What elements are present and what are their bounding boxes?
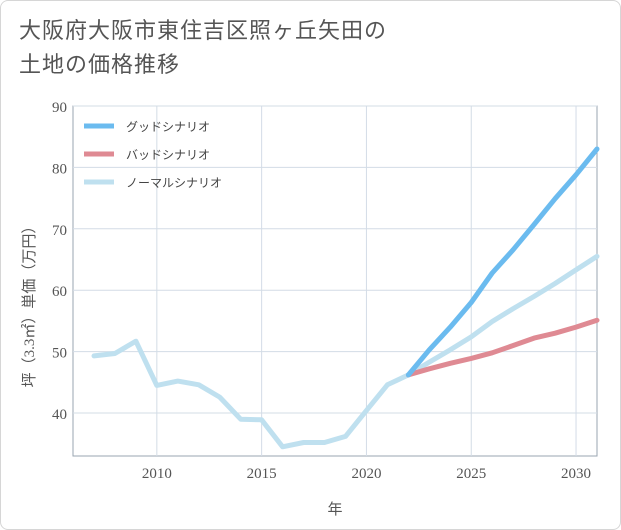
series-line-bad xyxy=(405,317,600,378)
x-tick-label: 2010 xyxy=(142,466,172,482)
series-line-good xyxy=(405,146,600,378)
grid xyxy=(73,105,597,456)
legend-label: ノーマルシナリオ xyxy=(126,176,222,190)
y-tick-label: 60 xyxy=(52,284,67,300)
series-group xyxy=(91,146,600,450)
y-tick-label: 90 xyxy=(52,100,67,116)
y-tick-label: 50 xyxy=(52,346,67,362)
y-tick-label: 80 xyxy=(52,161,67,177)
x-tick-label: 2015 xyxy=(247,466,277,482)
plot-area xyxy=(72,105,598,457)
chart-title-line-2: 土地の価格推移 xyxy=(19,53,181,78)
legend-label: バッドシナリオ xyxy=(126,148,210,162)
y-axis-label: 坪（3.3㎡）単価（万円） xyxy=(21,219,38,388)
x-tick-label: 2020 xyxy=(351,466,381,482)
chart-title: 大阪府大阪市東住吉区照ヶ丘矢田の 土地の価格推移 xyxy=(19,15,579,83)
tick-labels: 40 50 60 70 80 90 2010 2015 2020 2025 2030 xyxy=(52,100,591,482)
legend-label: グッドシナリオ xyxy=(126,120,210,134)
x-tick-label: 2025 xyxy=(456,466,486,482)
x-axis-label: 年 xyxy=(327,501,342,518)
y-tick-label: 40 xyxy=(52,407,67,423)
chart-title-line-1: 大阪府大阪市東住吉区照ヶ丘矢田の xyxy=(19,19,388,44)
series-line-normal xyxy=(91,253,600,450)
y-tick-label: 70 xyxy=(52,223,67,239)
x-tick-label: 2030 xyxy=(561,466,591,482)
